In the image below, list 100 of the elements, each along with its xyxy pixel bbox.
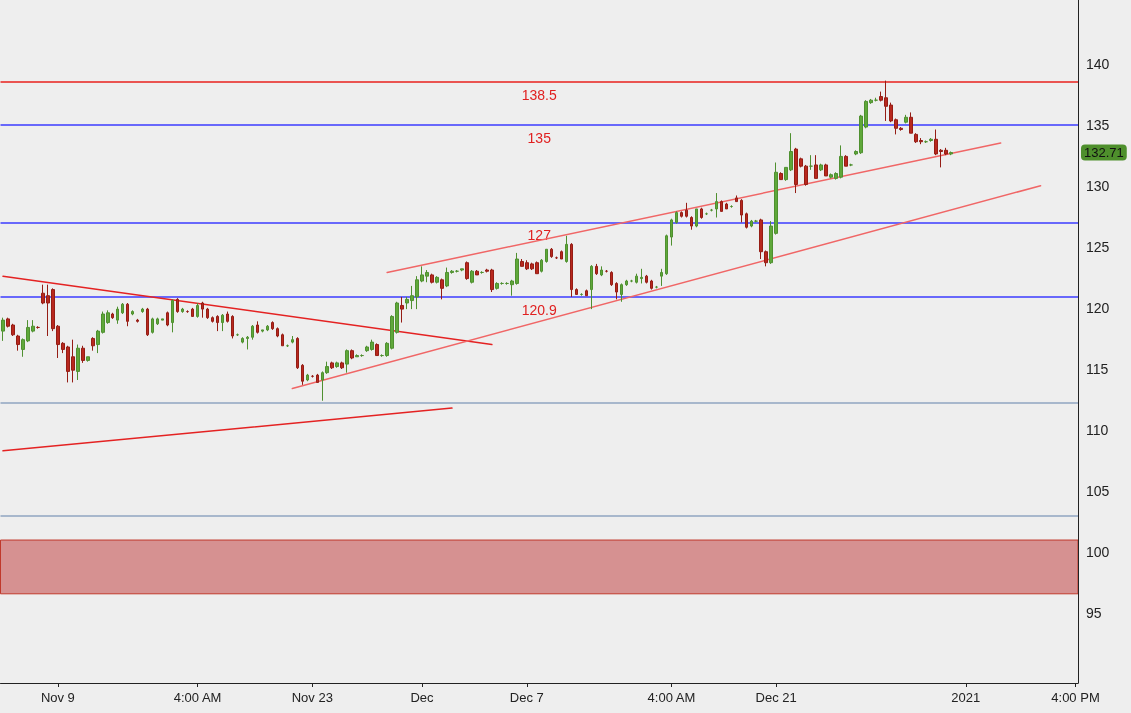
candlestick (161, 318, 164, 321)
candlestick (809, 154, 813, 171)
candlestick (211, 315, 214, 324)
candlestick (585, 289, 588, 297)
candlestick (715, 192, 718, 218)
candlestick (720, 199, 723, 212)
candlestick (340, 361, 344, 370)
candlestick (435, 275, 439, 284)
candlestick (700, 207, 703, 220)
candlestick (460, 268, 464, 272)
candlestick (111, 312, 114, 320)
candlestick (330, 361, 334, 370)
candlestick (226, 311, 229, 324)
candlestick (231, 314, 234, 339)
candlestick (625, 279, 628, 287)
text: 132.71 (1084, 145, 1124, 161)
candlestick (221, 313, 224, 332)
candlestick (635, 273, 638, 284)
x-tick-label: Dec 7 (509, 690, 544, 705)
candlestick (276, 326, 279, 338)
ref-line-label: 138.5 (521, 86, 557, 103)
candlestick (86, 356, 90, 363)
y-tick-label: 110 (1086, 422, 1109, 439)
candlestick (814, 154, 818, 179)
candlestick (565, 235, 568, 264)
candlestick (131, 309, 134, 316)
candlestick (246, 335, 249, 350)
y-tick-label: 135 (1086, 116, 1110, 133)
candlestick (779, 171, 783, 181)
candlestick (685, 202, 688, 218)
candlestick (251, 324, 254, 341)
candlestick (335, 361, 339, 369)
candlestick (640, 268, 643, 284)
candlestick (400, 296, 404, 324)
candlestick (819, 163, 823, 172)
candlestick (650, 279, 653, 291)
candlestick (590, 264, 593, 310)
candlestick (350, 348, 354, 360)
candlestick (151, 317, 154, 335)
candlestick (680, 210, 683, 218)
candlestick (166, 311, 169, 327)
candlestick (615, 281, 618, 300)
candlestick (575, 287, 578, 295)
candlestick (620, 282, 623, 303)
candlestick (261, 329, 264, 333)
candlestick (595, 263, 598, 276)
candlestick (695, 208, 698, 228)
candlestick (545, 248, 548, 264)
candlestick (241, 336, 244, 344)
candlestick (909, 111, 913, 134)
candlestick (181, 307, 184, 314)
x-tick-label: Dec (410, 690, 435, 705)
y-tick-label: 100 (1086, 544, 1110, 561)
candlestick (440, 278, 444, 300)
candlestick (570, 242, 573, 298)
candlestick (345, 348, 349, 374)
candlestick (675, 210, 678, 225)
candlestick (645, 274, 648, 284)
candlestick (291, 335, 294, 344)
candlestick (465, 260, 469, 281)
candlestick (146, 307, 149, 337)
y-tick-label: 115 (1086, 360, 1109, 377)
candlestick (171, 298, 174, 333)
candlestick (929, 137, 933, 143)
x-tick-label: Nov 9 (40, 690, 75, 705)
candlestick (126, 302, 129, 327)
candlestick (475, 269, 479, 276)
candlestick (201, 301, 204, 319)
candlestick (355, 353, 359, 358)
candlestick (495, 281, 499, 291)
x-tick-label: Dec 21 (755, 690, 797, 705)
ref-line-label: 135 (527, 129, 552, 146)
candlestick (256, 320, 259, 335)
y-tick-label: 95 (1086, 605, 1102, 622)
candlestick (670, 218, 673, 247)
candlestick (266, 324, 269, 332)
candlestick (844, 154, 848, 167)
candlestick (550, 247, 553, 259)
candlestick (196, 302, 199, 319)
x-tick-label: 4:00 AM (647, 690, 696, 705)
candlestick (740, 198, 743, 223)
candlestick (141, 307, 144, 314)
candlestick (1, 317, 5, 342)
candlestick (725, 202, 728, 210)
candlestick (600, 265, 603, 277)
x-tick-label: 4:00 AM (173, 690, 222, 705)
candlestick (540, 258, 543, 273)
x-tick-label: Nov 23 (291, 690, 333, 705)
candlestick (191, 307, 194, 317)
x-tick-label: 4:00 PM (1051, 690, 1100, 705)
candlestick (296, 336, 299, 370)
candlestick (316, 373, 319, 383)
candlestick (281, 333, 284, 347)
candlestick (121, 302, 124, 315)
candlestick (560, 249, 563, 260)
candlestick (824, 163, 828, 177)
candlestick (949, 151, 953, 156)
candlestick (81, 345, 85, 364)
candlestick (904, 114, 908, 124)
candlestick (216, 314, 219, 332)
